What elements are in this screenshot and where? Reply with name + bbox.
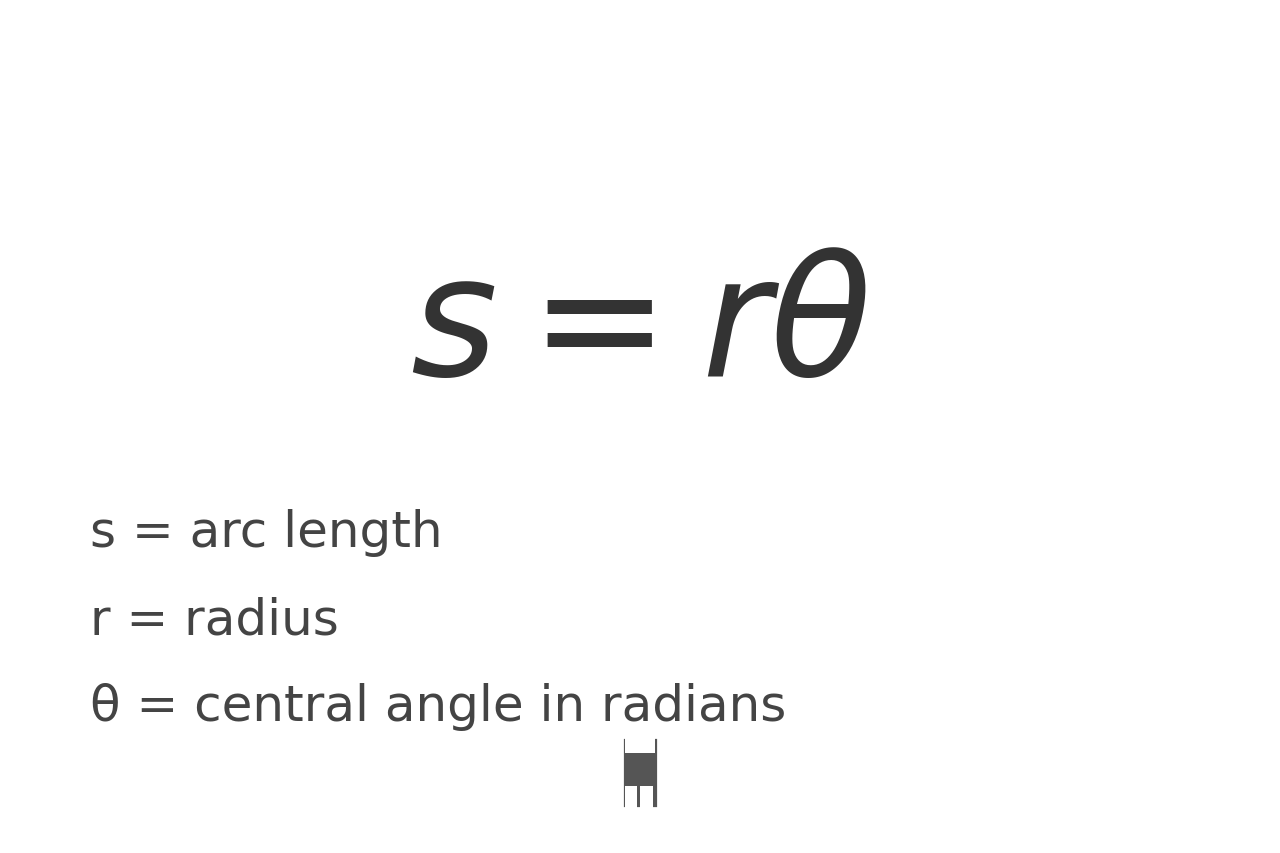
Text: s = arc length: s = arc length: [90, 508, 442, 556]
Bar: [625, 786, 637, 797]
Text: θ = central angle in radians: θ = central angle in radians: [90, 682, 786, 731]
Text: www.inchcalculator.com: www.inchcalculator.com: [489, 815, 791, 839]
Text: $s = r\theta$: $s = r\theta$: [410, 248, 870, 411]
Bar: [625, 738, 655, 753]
Text: r = radius: r = radius: [90, 595, 338, 643]
Bar: [640, 797, 653, 808]
Bar: [622, 738, 658, 808]
Text: Arc Length Formula: Arc Length Formula: [233, 34, 1047, 115]
Bar: [640, 786, 653, 797]
Bar: [625, 797, 637, 808]
